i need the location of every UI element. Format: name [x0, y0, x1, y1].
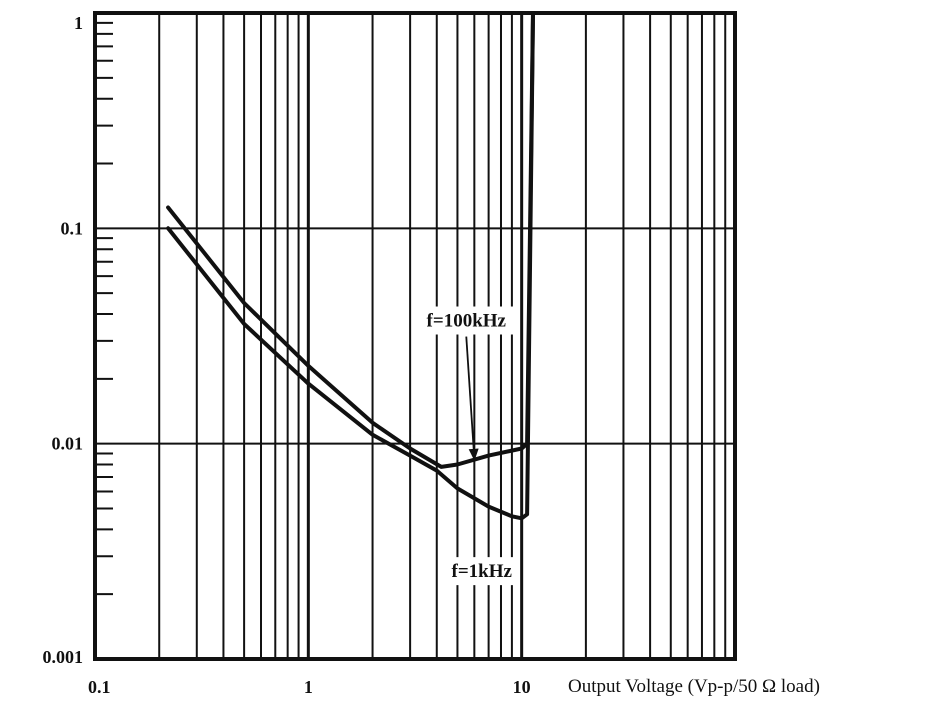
series-layer [166, 11, 535, 521]
y-tick-label: 0.1 [61, 218, 84, 238]
annotation-label-bg [444, 557, 519, 586]
y-axis-labels: 1 0.1 0.01 0.001 [43, 13, 84, 667]
plot-frame [93, 11, 737, 661]
x-tick-label: 0.1 [88, 677, 111, 697]
y-axis-ticks [95, 21, 113, 596]
y-tick-label: 0.001 [43, 647, 84, 667]
annotation-label-bg [418, 306, 515, 335]
x-axis-labels: 0.1 1 10 [88, 677, 531, 697]
x-tick-label: 10 [513, 677, 531, 697]
y-tick-label: 1 [74, 13, 83, 33]
annotation-label: f=100kHz [427, 311, 507, 332]
annotation-label: f=1kHz [452, 561, 513, 582]
x-axis-title: Output Voltage (Vp-p/50 Ω load) [568, 676, 820, 697]
x-tick-label: 1 [304, 677, 313, 697]
series-line [166, 11, 535, 469]
y-tick-label: 0.01 [52, 434, 84, 454]
annotation-arrow [465, 336, 479, 461]
series-line [166, 11, 535, 521]
annotation-layer: f=100kHz f=1kHz [418, 306, 519, 586]
grid [95, 13, 735, 659]
